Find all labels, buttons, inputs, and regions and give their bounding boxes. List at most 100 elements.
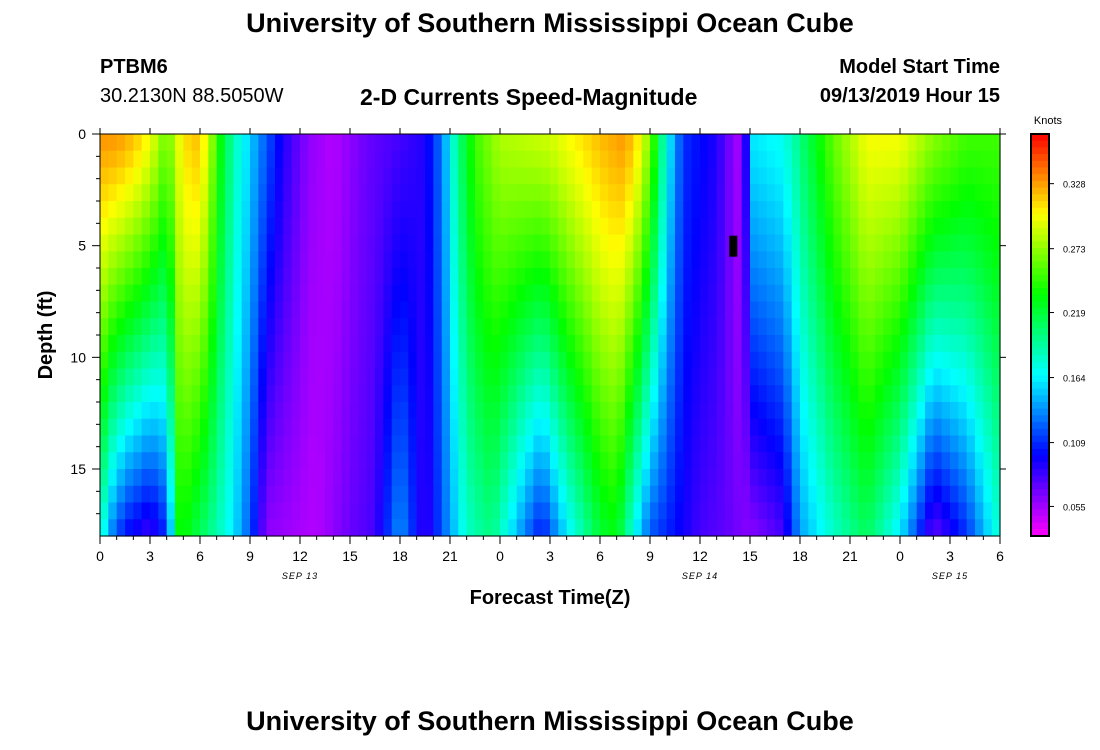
heatmap-cell: [633, 234, 643, 252]
heatmap-cell: [675, 234, 684, 252]
heatmap-cell: [925, 301, 934, 319]
heatmap-cell: [433, 485, 443, 504]
heatmap-cell: [725, 268, 734, 286]
heatmap-cell: [175, 435, 184, 453]
heatmap-cell: [400, 368, 409, 386]
heatmap-cell: [475, 184, 484, 202]
heatmap-cell: [600, 301, 609, 319]
heatmap-cell: [458, 134, 468, 152]
colorbar-swatch: [1031, 381, 1049, 390]
heatmap-cell: [600, 402, 609, 420]
heatmap-cell: [925, 184, 934, 202]
heatmap-cell: [933, 134, 943, 152]
heatmap-cell: [158, 368, 168, 386]
heatmap-cell: [250, 519, 259, 537]
heatmap-cell: [825, 217, 834, 236]
heatmap-cell: [308, 351, 318, 370]
heatmap-cell: [283, 418, 293, 437]
heatmap-cell: [708, 201, 718, 219]
heatmap-cell: [391, 268, 401, 286]
heatmap-cell: [858, 201, 868, 219]
heatmap-cell: [191, 351, 201, 370]
heatmap-cell: [475, 452, 484, 470]
heatmap-cell: [200, 318, 209, 336]
heatmap-cell: [558, 134, 568, 152]
heatmap-cell: [475, 301, 484, 319]
heatmap-cell: [733, 368, 743, 386]
heatmap-cell: [416, 519, 426, 537]
heatmap-cell: [175, 167, 184, 185]
heatmap-cell: [500, 167, 509, 185]
heatmap-cell: [208, 167, 218, 185]
heatmap-cell: [983, 519, 993, 537]
colorbar-swatch: [1031, 402, 1049, 410]
heatmap-cell: [975, 184, 984, 202]
heatmap-cell: [108, 268, 118, 286]
heatmap-cell: [108, 435, 118, 453]
heatmap-cell: [516, 351, 526, 370]
heatmap-cell: [650, 402, 659, 420]
heatmap-cell: [258, 167, 268, 185]
heatmap-cell: [833, 284, 843, 303]
heatmap-cell: [450, 301, 459, 319]
heatmap-cell: [741, 469, 751, 487]
heatmap-cell: [516, 335, 526, 353]
heatmap-cell: [116, 351, 126, 370]
heatmap-cell: [475, 435, 484, 453]
footer-title: University of Southern Mississippi Ocean…: [246, 706, 854, 736]
heatmap-cell: [433, 385, 443, 403]
heatmap-cell: [983, 318, 993, 336]
heatmap-cell: [458, 150, 468, 169]
heatmap-cell: [400, 301, 409, 319]
heatmap-cell: [766, 217, 776, 236]
heatmap-cell: [500, 268, 509, 286]
heatmap-cell: [541, 435, 551, 453]
heatmap-cell: [283, 217, 293, 236]
colorbar-tick-label: 0.164: [1063, 374, 1086, 384]
heatmap-cell: [708, 301, 718, 319]
heatmap-cell: [208, 268, 218, 286]
heatmap-cell: [591, 167, 601, 185]
heatmap-cell: [891, 385, 901, 403]
heatmap-cell: [308, 217, 318, 236]
heatmap-cell: [216, 234, 226, 252]
heatmap-cell: [791, 301, 801, 319]
heatmap-cell: [133, 519, 143, 537]
heatmap-cell: [266, 435, 276, 453]
heatmap-cell: [783, 485, 793, 504]
heatmap-cell: [441, 318, 451, 336]
heatmap-cell: [375, 519, 384, 537]
heatmap-cell: [625, 251, 634, 269]
heatmap-cell: [258, 217, 268, 236]
heatmap-cell: [400, 435, 409, 453]
heatmap-cell: [325, 184, 334, 202]
heatmap-cell: [283, 301, 293, 319]
heatmap-cell: [466, 301, 476, 319]
heatmap-cell: [166, 167, 176, 185]
heatmap-cell: [675, 284, 684, 303]
heatmap-cell: [575, 335, 584, 353]
heatmap-cell: [266, 301, 276, 319]
heatmap-cell: [400, 485, 409, 504]
heatmap-cell: [558, 418, 568, 437]
heatmap-cell: [433, 452, 443, 470]
heatmap-cell: [725, 502, 734, 520]
heatmap-cell: [941, 435, 951, 453]
heatmap-cell: [350, 251, 359, 269]
heatmap-cell: [508, 167, 518, 185]
heatmap-cell: [866, 318, 876, 336]
heatmap-cell: [966, 485, 976, 504]
heatmap-cell: [483, 201, 493, 219]
heatmap-cell: [750, 452, 759, 470]
heatmap-cell: [450, 368, 459, 386]
heatmap-cell: [666, 351, 676, 370]
heatmap-cell: [466, 368, 476, 386]
heatmap-cell: [783, 418, 793, 437]
heatmap-cell: [941, 301, 951, 319]
heatmap-cell: [583, 485, 593, 504]
heatmap-cell: [600, 251, 609, 269]
heatmap-cell: [458, 351, 468, 370]
heatmap-cell: [983, 284, 993, 303]
heatmap-cell: [883, 519, 893, 537]
heatmap-cell: [600, 418, 609, 437]
